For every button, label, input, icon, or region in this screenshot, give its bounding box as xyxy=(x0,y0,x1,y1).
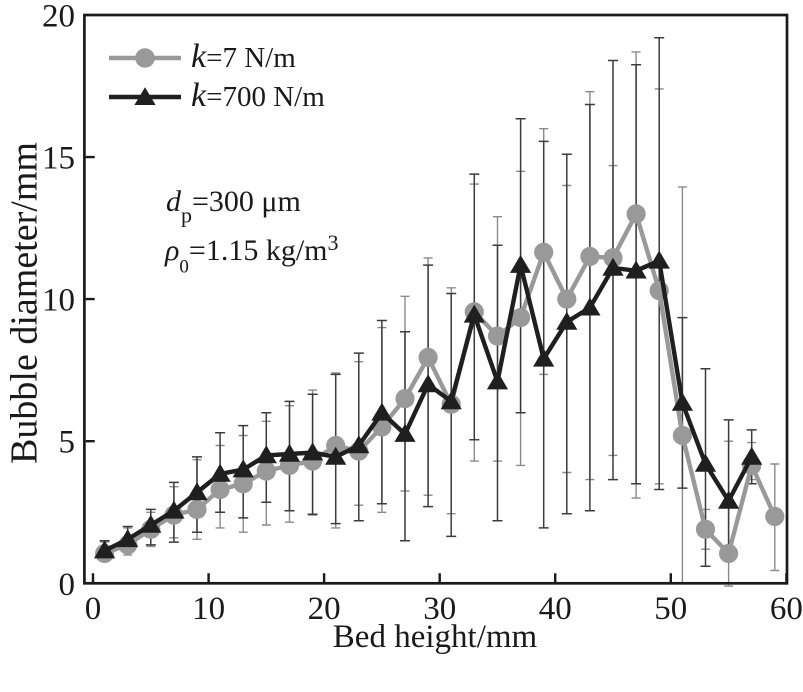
svg-text:30: 30 xyxy=(423,591,456,627)
svg-text:0: 0 xyxy=(59,567,76,603)
svg-text:5: 5 xyxy=(59,425,76,461)
svg-text:Bed height/mm: Bed height/mm xyxy=(333,619,538,655)
svg-text:0: 0 xyxy=(85,591,102,627)
svg-text:60: 60 xyxy=(770,591,803,627)
svg-text:10: 10 xyxy=(42,283,75,319)
svg-text:Bubble diameter/mm: Bubble diameter/mm xyxy=(4,142,46,464)
svg-text:ρ0=1.15 kg/m3: ρ0=1.15 kg/m3 xyxy=(164,230,339,278)
svg-text:20: 20 xyxy=(308,591,341,627)
svg-text:40: 40 xyxy=(539,591,572,627)
svg-text:10: 10 xyxy=(192,591,225,627)
svg-text:k=700 N/m: k=700 N/m xyxy=(191,77,325,114)
svg-text:dp=300 μm: dp=300 μm xyxy=(166,185,301,228)
svg-text:k=7 N/m: k=7 N/m xyxy=(191,38,296,75)
svg-text:20: 20 xyxy=(42,0,75,35)
svg-text:15: 15 xyxy=(42,141,75,177)
svg-text:50: 50 xyxy=(654,591,687,627)
